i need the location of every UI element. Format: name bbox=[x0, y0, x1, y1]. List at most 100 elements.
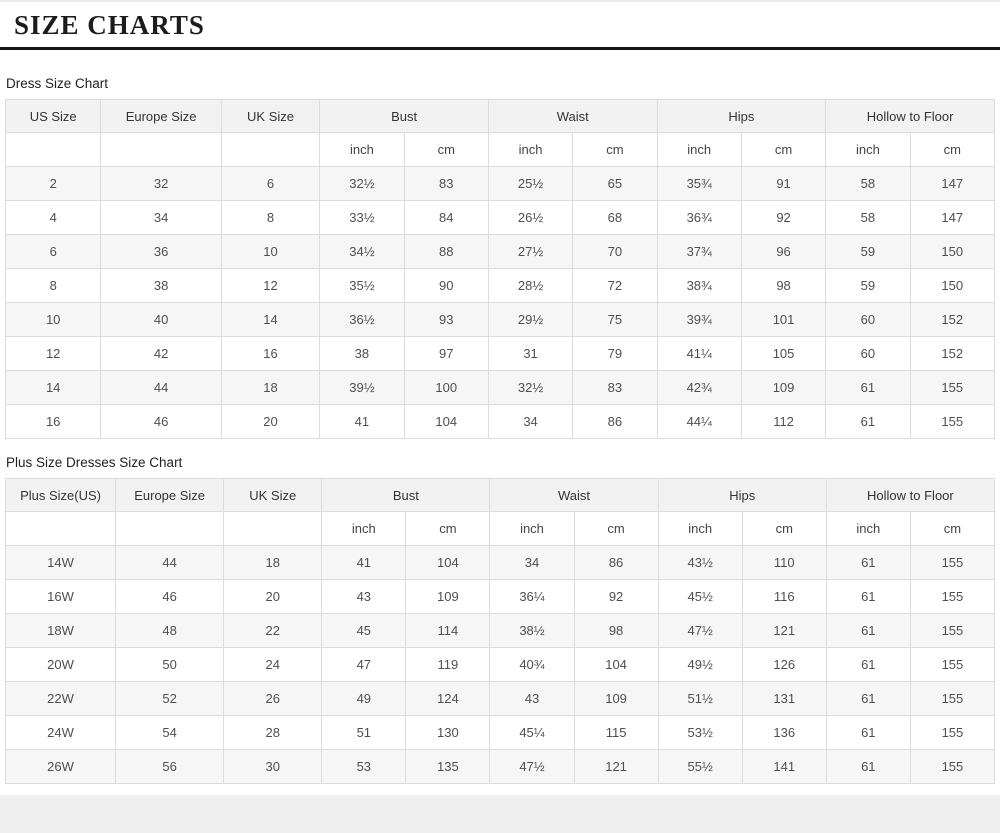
data-cell: 109 bbox=[740, 370, 827, 405]
data-cell: 26½ bbox=[487, 200, 574, 235]
data-cell: 12 bbox=[220, 268, 321, 303]
data-cell: 14 bbox=[220, 302, 321, 337]
table-row: 22W 52 26 49 124 43 109 51½ 131 61 155 bbox=[4, 681, 996, 716]
data-cell: 53½ bbox=[657, 715, 743, 750]
data-cell: 59 bbox=[825, 268, 911, 303]
data-cell: 136 bbox=[741, 715, 827, 750]
data-cell: 110 bbox=[741, 545, 827, 580]
data-cell: 34½ bbox=[319, 234, 405, 269]
data-cell: 86 bbox=[572, 404, 658, 439]
plus-size-chart-label: Plus Size Dresses Size Chart bbox=[6, 455, 183, 470]
data-cell: 60 bbox=[825, 302, 911, 337]
measure-group-header: Waist bbox=[489, 478, 659, 512]
unit-header-cell: cm bbox=[741, 511, 827, 546]
data-cell: 135 bbox=[405, 749, 491, 784]
data-cell: 61 bbox=[825, 715, 911, 750]
data-cell: 10 bbox=[4, 302, 102, 337]
data-cell: 42 bbox=[100, 336, 222, 371]
data-cell: 8 bbox=[220, 200, 321, 235]
measure-group-header: Waist bbox=[487, 99, 658, 133]
empty-header-cell bbox=[115, 511, 225, 546]
data-cell: 28 bbox=[223, 715, 323, 750]
data-cell: 150 bbox=[909, 234, 996, 269]
table-row: 26W 56 30 53 135 47½ 121 55½ 141 61 155 bbox=[4, 749, 996, 784]
data-cell: 150 bbox=[909, 268, 996, 303]
data-cell: 45½ bbox=[657, 579, 743, 614]
data-cell: 49½ bbox=[657, 647, 743, 682]
data-cell: 45 bbox=[321, 613, 407, 648]
data-cell: 50 bbox=[115, 647, 225, 682]
data-cell: 92 bbox=[740, 200, 827, 235]
data-cell: 54 bbox=[115, 715, 225, 750]
unit-header-cell: inch bbox=[657, 511, 743, 546]
data-cell: 33½ bbox=[319, 200, 405, 235]
data-cell: 47½ bbox=[657, 613, 743, 648]
data-cell: 4 bbox=[4, 200, 102, 235]
empty-header-cell bbox=[100, 132, 222, 167]
table-row: 2 32 6 32½ 83 25½ 65 35¾ 91 58 147 bbox=[4, 166, 996, 201]
table-row: 20W 50 24 47 119 40¾ 104 49½ 126 61 155 bbox=[4, 647, 996, 682]
data-cell: 43 bbox=[321, 579, 407, 614]
data-cell: 20 bbox=[223, 579, 323, 614]
table-row: 16W 46 20 43 109 36¼ 92 45½ 116 61 155 bbox=[4, 579, 996, 614]
size-column-header: Europe Size bbox=[115, 478, 225, 512]
data-cell: 49 bbox=[321, 681, 407, 716]
data-cell: 14 bbox=[4, 370, 102, 405]
unit-header-cell: cm bbox=[403, 132, 489, 167]
data-cell: 18 bbox=[223, 545, 323, 580]
data-cell: 36¾ bbox=[656, 200, 742, 235]
table-row: 4 34 8 33½ 84 26½ 68 36¾ 92 58 147 bbox=[4, 200, 996, 235]
data-cell: 61 bbox=[825, 545, 911, 580]
data-cell: 12 bbox=[4, 336, 102, 371]
measure-group-header: Hips bbox=[656, 99, 827, 133]
data-cell: 53 bbox=[321, 749, 407, 784]
measure-group-header: Bust bbox=[319, 99, 489, 133]
data-cell: 48 bbox=[115, 613, 225, 648]
data-cell: 56 bbox=[115, 749, 225, 784]
data-cell: 155 bbox=[909, 579, 996, 614]
data-cell: 2 bbox=[4, 166, 102, 201]
data-cell: 41¼ bbox=[656, 336, 742, 371]
data-cell: 152 bbox=[909, 302, 996, 337]
data-cell: 41 bbox=[319, 404, 405, 439]
data-cell: 52 bbox=[115, 681, 225, 716]
data-cell: 35½ bbox=[319, 268, 405, 303]
unit-header-cell: inch bbox=[321, 511, 407, 546]
data-cell: 34 bbox=[489, 545, 575, 580]
data-cell: 42¾ bbox=[656, 370, 742, 405]
data-cell: 92 bbox=[573, 579, 659, 614]
data-cell: 121 bbox=[741, 613, 827, 648]
data-cell: 58 bbox=[825, 166, 911, 201]
data-cell: 34 bbox=[100, 200, 222, 235]
data-cell: 39¾ bbox=[656, 302, 742, 337]
data-cell: 22W bbox=[4, 681, 117, 716]
table-row: 12 42 16 38 97 31 79 41¼ 105 60 152 bbox=[4, 336, 996, 371]
data-cell: 32 bbox=[100, 166, 222, 201]
data-cell: 40 bbox=[100, 302, 222, 337]
data-cell: 147 bbox=[909, 166, 996, 201]
plus-size-section: Plus Size Dresses Size Chart Plus Size(U… bbox=[0, 455, 1000, 784]
dress-size-chart-label: Dress Size Chart bbox=[6, 76, 109, 91]
data-cell: 60 bbox=[825, 336, 911, 371]
data-cell: 38 bbox=[100, 268, 222, 303]
data-cell: 35¾ bbox=[656, 166, 742, 201]
table-row: 14 44 18 39½ 100 32½ 83 42¾ 109 61 155 bbox=[4, 370, 996, 405]
data-cell: 47 bbox=[321, 647, 407, 682]
data-cell: 61 bbox=[825, 647, 911, 682]
data-cell: 155 bbox=[909, 613, 996, 648]
data-cell: 36½ bbox=[319, 302, 405, 337]
data-cell: 20W bbox=[4, 647, 117, 682]
data-cell: 10 bbox=[220, 234, 321, 269]
data-cell: 155 bbox=[909, 370, 996, 405]
data-cell: 37¾ bbox=[656, 234, 742, 269]
data-cell: 47½ bbox=[489, 749, 575, 784]
data-cell: 6 bbox=[4, 234, 102, 269]
data-cell: 44 bbox=[100, 370, 222, 405]
data-cell: 155 bbox=[909, 545, 996, 580]
data-cell: 104 bbox=[405, 545, 491, 580]
table-row: 18W 48 22 45 114 38½ 98 47½ 121 61 155 bbox=[4, 613, 996, 648]
data-cell: 26 bbox=[223, 681, 323, 716]
unit-header-cell: inch bbox=[319, 132, 405, 167]
data-cell: 55½ bbox=[657, 749, 743, 784]
